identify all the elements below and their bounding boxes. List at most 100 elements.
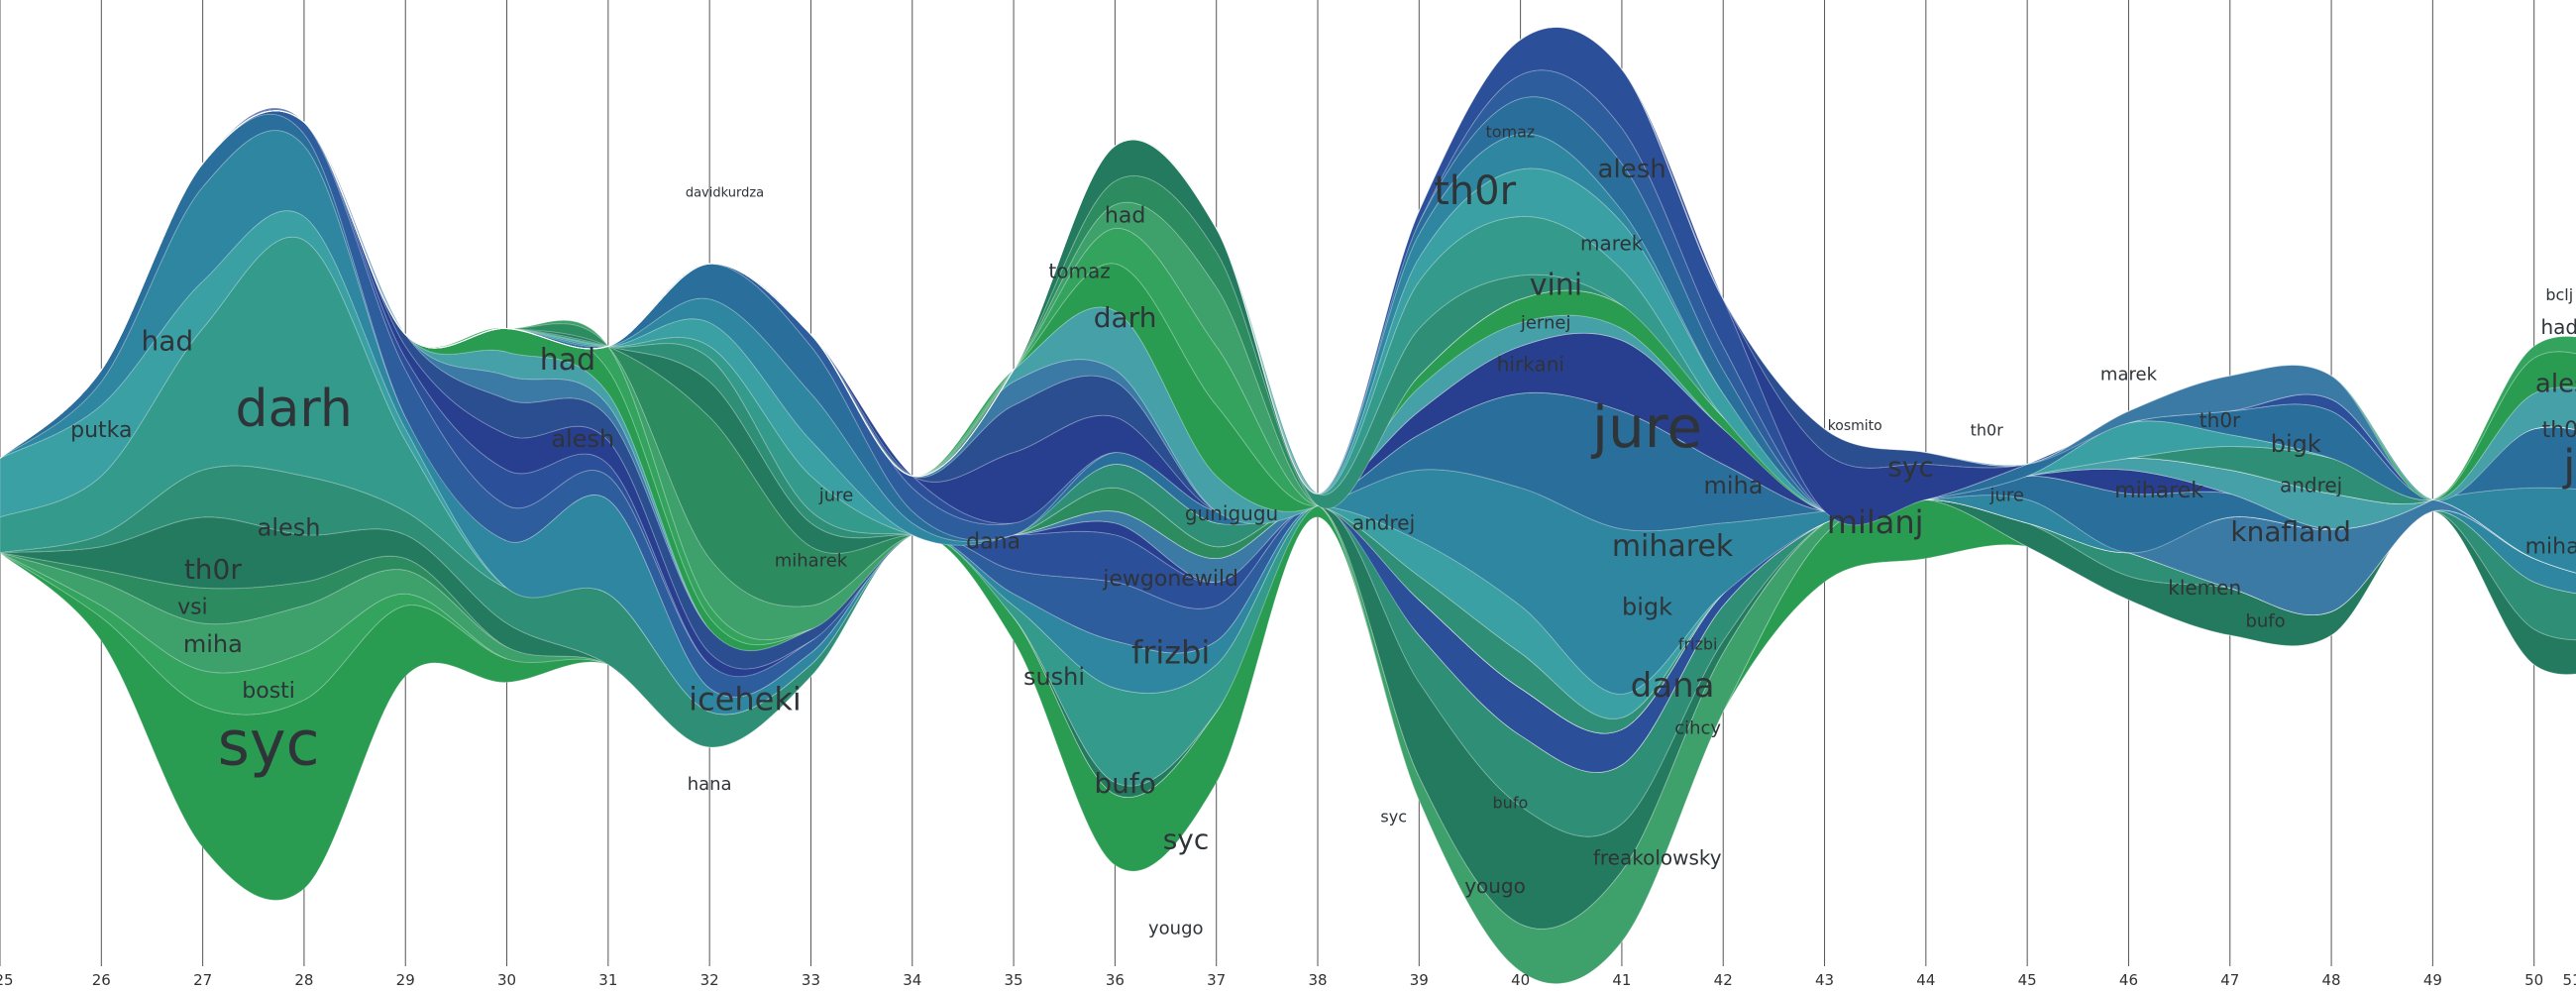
stream-label-jure: jure bbox=[818, 486, 854, 506]
stream-label-miharek: miharek bbox=[2114, 479, 2203, 503]
stream-bigk bbox=[0, 96, 2576, 521]
stream-label-miha: miha bbox=[183, 630, 243, 658]
x-tick-label-34: 34 bbox=[903, 971, 921, 989]
stream-label-jure: jure bbox=[1590, 393, 1702, 461]
x-tick-label-45: 45 bbox=[2018, 971, 2037, 989]
stream-marek bbox=[0, 110, 2576, 518]
x-tick-label-40: 40 bbox=[1511, 971, 1530, 989]
x-tick-label-50: 50 bbox=[2524, 971, 2543, 989]
x-tick-label-35: 35 bbox=[1005, 971, 1023, 989]
stream-label-iceheki: iceheki bbox=[689, 680, 802, 717]
stream-label-sushi: sushi bbox=[1023, 663, 1085, 691]
stream-label-th0r: th0r bbox=[2200, 408, 2241, 432]
stream-bufo bbox=[0, 110, 2576, 530]
stream-jesse bbox=[0, 110, 2576, 530]
x-tick-label-44: 44 bbox=[1916, 971, 1935, 989]
x-tick-label-51: 51 bbox=[2562, 971, 2576, 989]
stream-davorin bbox=[0, 113, 2576, 773]
stream-label-davidkurdza: davidkurdza bbox=[686, 186, 764, 201]
stream-label-bigk: bigk bbox=[2271, 430, 2321, 458]
stream-label-jure: jure bbox=[1988, 486, 2024, 506]
stream-label-alesh: alesh bbox=[258, 514, 321, 542]
stream-davidkuridza bbox=[0, 110, 2576, 517]
stream-label-th0r: th0r bbox=[1434, 168, 1516, 214]
x-tick-label-33: 33 bbox=[802, 971, 820, 989]
stream-label-had: had bbox=[540, 343, 595, 378]
stream-label-had: had bbox=[2540, 315, 2576, 339]
stream-label-yougo: yougo bbox=[1464, 874, 1526, 898]
x-tick-label-31: 31 bbox=[598, 971, 617, 989]
stream-label-bosti: bosti bbox=[242, 679, 295, 704]
stream-labels: syc darh had putka alesh th0r vsi miha bosti had a… bbox=[70, 123, 2576, 939]
stream-label-marek: marek bbox=[2100, 364, 2158, 385]
stream-cihcy bbox=[0, 69, 2576, 522]
x-tick-label-27: 27 bbox=[193, 971, 212, 989]
stream-label-frizbi: frizbi bbox=[1131, 633, 1210, 671]
stream-label-bufo: bufo bbox=[1493, 793, 1529, 812]
stream-label-putka: putka bbox=[70, 418, 132, 443]
stream-label-andrej: andrej bbox=[1352, 510, 1415, 534]
stream-label-dana: dana bbox=[1631, 666, 1715, 706]
stream-pierro bbox=[0, 110, 2576, 734]
stream-label-dana: dana bbox=[966, 530, 1020, 555]
stream-label-frizbi: frizbi bbox=[1678, 635, 1718, 654]
x-tick-label-46: 46 bbox=[2119, 971, 2138, 989]
stream-label-had: had bbox=[141, 325, 193, 358]
stream-had bbox=[0, 130, 2576, 773]
stream-label-syc: syc bbox=[1380, 807, 1407, 826]
x-tick-label-32: 32 bbox=[700, 971, 719, 989]
x-tick-label-43: 43 bbox=[1815, 971, 1834, 989]
stream-label-bigk: bigk bbox=[1622, 593, 1672, 620]
stream-label-hirkani: hirkani bbox=[1497, 353, 1564, 377]
x-tick-label-29: 29 bbox=[396, 971, 415, 989]
stream-label-milanj: milanj bbox=[1827, 503, 1924, 541]
x-tick-label-39: 39 bbox=[1410, 971, 1429, 989]
stream-label-miharek: miharek bbox=[775, 550, 848, 571]
stream-label-jernej: jernej bbox=[1520, 313, 1571, 334]
stream-hirkani bbox=[0, 110, 2576, 719]
stream-label-darh: darh bbox=[1094, 301, 1157, 334]
stream-label-jewgonewild: jewgonewild bbox=[1102, 567, 1238, 592]
stream-matyyy bbox=[0, 26, 2576, 500]
stream-label-cihcy: cihcy bbox=[1674, 718, 1721, 739]
x-tick-label-48: 48 bbox=[2322, 971, 2341, 989]
stream-label-vini: vini bbox=[1530, 269, 1582, 303]
stream-label-klemen: klemen bbox=[2168, 576, 2241, 600]
stream-label-jure: jure bbox=[2562, 440, 2576, 491]
stream-label-knafland: knafland bbox=[2230, 515, 2350, 548]
stream-label-tomaz: tomaz bbox=[1485, 123, 1535, 142]
stream-frizbi bbox=[0, 110, 2576, 517]
stream-layers bbox=[0, 26, 2576, 985]
stream-piskec bbox=[0, 26, 2576, 501]
stream-label-yougo: yougo bbox=[1148, 919, 1204, 939]
stream-kosmito bbox=[0, 26, 2576, 500]
stream-bclj bbox=[0, 26, 2576, 500]
x-tick-label-30: 30 bbox=[497, 971, 516, 989]
x-tick-label-47: 47 bbox=[2220, 971, 2239, 989]
stream-vini bbox=[0, 110, 2576, 517]
stream-label-marek: marek bbox=[1580, 231, 1644, 255]
stream-klemen bbox=[0, 26, 2576, 501]
x-axis-ticks: 25 26 27 28 29 30 31 32 33 34 35 36 37 38 39 40 41 42 43 44… bbox=[0, 971, 2576, 989]
stream-label-hana: hana bbox=[688, 774, 732, 795]
stream-label-th0r: th0r bbox=[184, 553, 243, 586]
stream-label-gunigugu: gunigugu bbox=[1185, 501, 1278, 525]
stream-label-syc: syc bbox=[218, 707, 320, 779]
stream-label-bufo: bufo bbox=[1094, 767, 1156, 800]
x-tick-label-36: 36 bbox=[1106, 971, 1125, 989]
stream-label-alesh: alesh bbox=[551, 425, 614, 453]
stream-jewgonewild bbox=[0, 110, 2576, 517]
x-tick-label-38: 38 bbox=[1308, 971, 1327, 989]
stream-label-darh: darh bbox=[236, 380, 353, 439]
stream-label-kosmito: kosmito bbox=[1828, 418, 1882, 434]
x-tick-label-25: 25 bbox=[0, 971, 14, 989]
stream-label-andrej: andrej bbox=[2280, 474, 2342, 497]
x-tick-label-41: 41 bbox=[1612, 971, 1631, 989]
stream-label-syc: syc bbox=[1163, 823, 1210, 855]
stream-label-alesh: alesh bbox=[2535, 369, 2576, 398]
stream-label-bufo: bufo bbox=[2245, 611, 2285, 632]
stream-freakolowsky bbox=[0, 26, 2576, 526]
stream-label-th0r: th0r bbox=[1971, 420, 2004, 439]
